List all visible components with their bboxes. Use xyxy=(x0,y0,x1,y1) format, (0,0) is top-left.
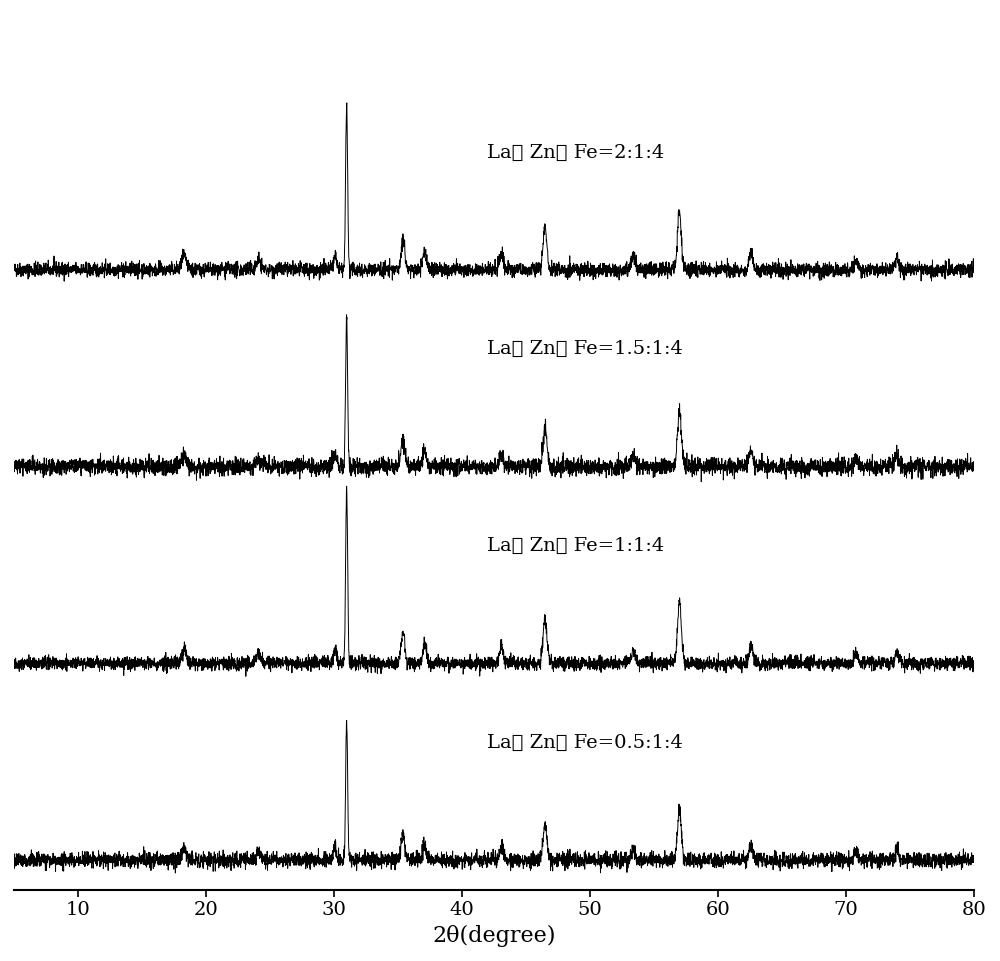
Text: La： Zn： Fe=0.5:1:4: La： Zn： Fe=0.5:1:4 xyxy=(487,734,683,752)
Text: La： Zn： Fe=1.5:1:4: La： Zn： Fe=1.5:1:4 xyxy=(487,340,683,358)
Text: La： Zn： Fe=1:1:4: La： Zn： Fe=1:1:4 xyxy=(487,537,665,555)
Text: La： Zn： Fe=2:1:4: La： Zn： Fe=2:1:4 xyxy=(487,143,665,161)
X-axis label: 2θ(degree): 2θ(degree) xyxy=(432,925,556,948)
